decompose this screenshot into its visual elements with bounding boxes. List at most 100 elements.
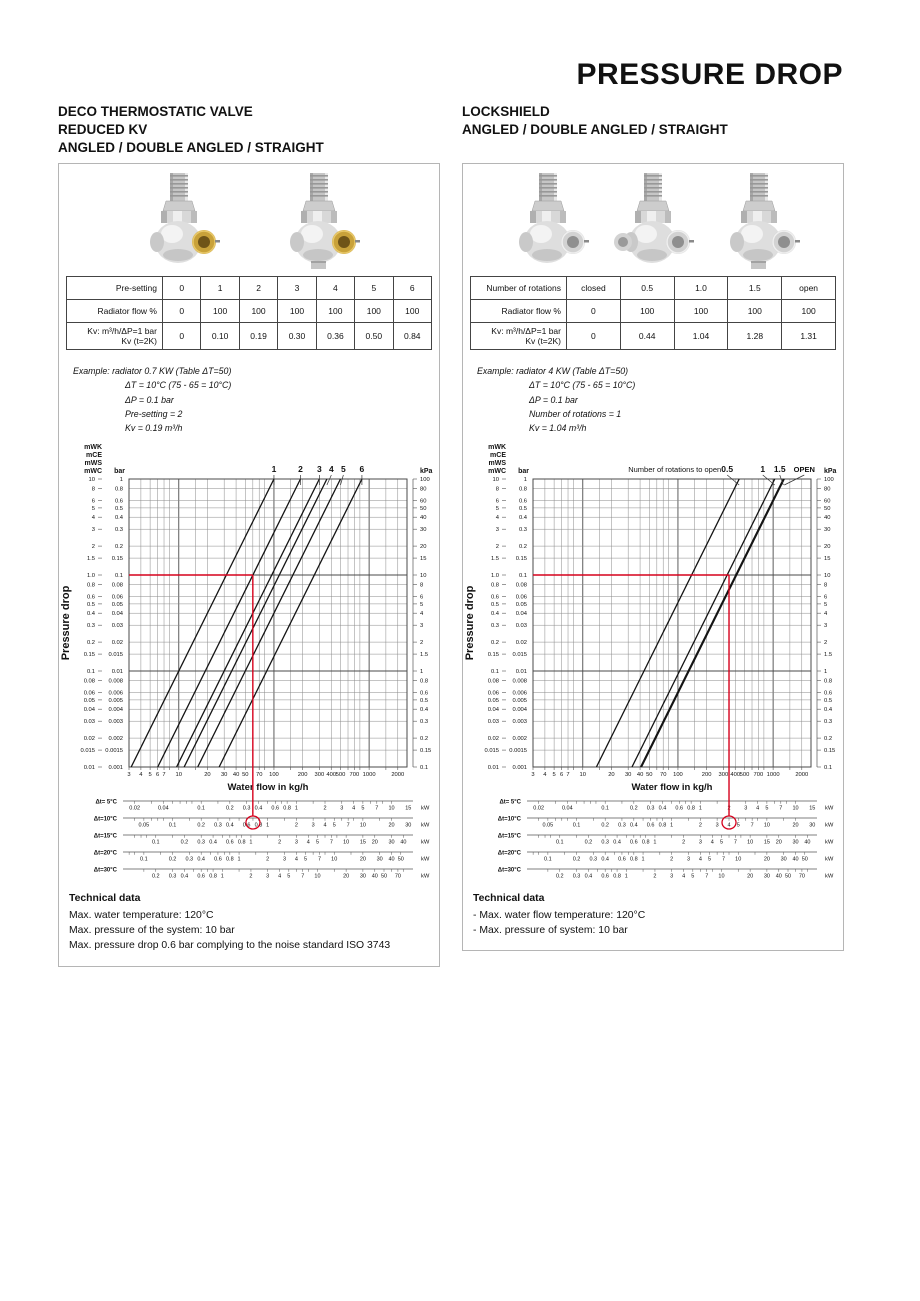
spec-table-cell: 5: [354, 276, 394, 300]
svg-text:1: 1: [524, 477, 527, 483]
svg-text:1.5: 1.5: [824, 652, 832, 658]
spec-table-cell: 1.0: [673, 276, 729, 300]
svg-text:0.1: 0.1: [152, 840, 160, 846]
svg-text:0.6: 0.6: [647, 823, 655, 829]
chart-curves: 0.5 1 1.5 OPEN Number of rotations to open: [595, 464, 815, 768]
svg-text:30: 30: [792, 840, 798, 846]
svg-text:5: 5: [691, 874, 694, 880]
svg-text:40: 40: [824, 515, 830, 521]
svg-text:0.2: 0.2: [519, 544, 527, 550]
svg-text:0.8: 0.8: [642, 840, 650, 846]
svg-text:0.03: 0.03: [112, 623, 123, 629]
svg-text:4: 4: [727, 823, 730, 829]
svg-text:4: 4: [92, 515, 96, 521]
svg-text:4: 4: [307, 840, 310, 846]
svg-text:Pressure drop: Pressure drop: [464, 586, 476, 661]
panel-heading-line: ANGLED / DOUBLE ANGLED / STRAIGHT: [58, 139, 324, 155]
svg-text:400: 400: [730, 772, 740, 778]
example-block: Example: radiator 0.7 KW (Table ΔT=50) ΔT…: [73, 364, 439, 435]
svg-text:0.8: 0.8: [687, 806, 695, 812]
svg-text:4: 4: [139, 772, 143, 778]
svg-text:kW: kW: [825, 823, 834, 829]
svg-text:6: 6: [496, 499, 499, 505]
svg-text:7: 7: [318, 857, 321, 863]
svg-text:0.4: 0.4: [420, 707, 429, 713]
svg-text:0.2: 0.2: [152, 874, 160, 880]
svg-text:kW: kW: [421, 806, 430, 812]
svg-text:0.6: 0.6: [115, 499, 123, 505]
svg-text:4: 4: [682, 874, 685, 880]
svg-text:40: 40: [776, 874, 782, 880]
svg-text:5: 5: [824, 602, 827, 608]
svg-text:0.04: 0.04: [112, 611, 124, 617]
svg-text:5: 5: [737, 823, 740, 829]
svg-text:4: 4: [329, 464, 334, 474]
panel-box: Number of rotations closed 0.5 1.0 1.5 open Ra…: [462, 163, 844, 952]
spec-table: Pre-setting 0 1 2 3 4 5 6 Radiator flow % 0 100 100…: [66, 276, 433, 350]
svg-text:1: 1: [420, 669, 423, 675]
svg-text:10: 10: [343, 840, 349, 846]
svg-text:0.6: 0.6: [491, 595, 499, 601]
spec-table-cell: 0.10: [200, 322, 240, 350]
svg-text:50: 50: [646, 772, 652, 778]
svg-text:50: 50: [785, 874, 791, 880]
spec-table-row: Number of rotations closed 0.5 1.0 1.5 open: [470, 276, 836, 300]
svg-text:70: 70: [799, 874, 805, 880]
svg-text:0.01: 0.01: [488, 765, 499, 771]
svg-text:6: 6: [560, 772, 563, 778]
svg-text:kW: kW: [421, 840, 430, 846]
svg-text:2: 2: [92, 544, 95, 550]
svg-text:10: 10: [580, 772, 586, 778]
svg-text:0.03: 0.03: [84, 719, 95, 725]
svg-text:0.3: 0.3: [824, 719, 832, 725]
svg-text:0.05: 0.05: [488, 698, 499, 704]
svg-text:0.8: 0.8: [630, 857, 638, 863]
svg-text:2: 2: [824, 640, 827, 646]
svg-text:5: 5: [496, 506, 499, 512]
panel-heading-line: DECO THERMOSTATIC VALVE: [58, 104, 253, 119]
svg-text:400: 400: [326, 772, 336, 778]
svg-text:0.5: 0.5: [115, 506, 123, 512]
chart-kpa-axis: kPa10080605040302015108654321.510.80.60.…: [412, 468, 433, 771]
svg-text:6: 6: [156, 772, 159, 778]
svg-text:Pressure drop: Pressure drop: [60, 586, 72, 661]
svg-text:mWK: mWK: [488, 444, 506, 451]
svg-text:0.05: 0.05: [84, 698, 95, 704]
svg-text:80: 80: [824, 487, 830, 493]
svg-text:2: 2: [653, 874, 656, 880]
svg-text:0.3: 0.3: [519, 527, 527, 533]
svg-text:Δt=20°C: Δt=20°C: [94, 851, 118, 857]
svg-text:5: 5: [361, 806, 364, 812]
spec-table-row: Kv: m³/h/ΔP=1 bar Kv (t=2K) 0 0.44 1.04 1.28 1…: [470, 322, 836, 350]
svg-text:0.3: 0.3: [618, 823, 626, 829]
svg-text:3: 3: [312, 823, 315, 829]
svg-text:3: 3: [670, 874, 673, 880]
svg-text:0.008: 0.008: [512, 679, 527, 685]
example-line: ΔT = 10°C (75 - 65 = 10°C): [125, 380, 232, 391]
svg-text:Δt=20°C: Δt=20°C: [498, 851, 522, 857]
svg-text:0.001: 0.001: [108, 765, 123, 771]
svg-text:70: 70: [256, 772, 262, 778]
svg-text:1.5: 1.5: [420, 652, 428, 658]
svg-text:5: 5: [92, 506, 95, 512]
svg-text:0.04: 0.04: [562, 806, 573, 812]
svg-text:0.1: 0.1: [573, 823, 581, 829]
svg-text:Δt=10°C: Δt=10°C: [498, 817, 522, 823]
technical-data-title: Technical data: [69, 893, 141, 905]
svg-text:0.6: 0.6: [226, 840, 234, 846]
panel-heading-line: LOCKSHIELD: [462, 104, 550, 119]
svg-text:0.0015: 0.0015: [509, 748, 527, 754]
spec-table-cell: 0.30: [277, 322, 317, 350]
svg-text:0.4: 0.4: [226, 823, 234, 829]
svg-text:mWC: mWC: [488, 468, 506, 475]
svg-text:bar: bar: [518, 468, 529, 475]
spec-table-cell: 100: [238, 299, 279, 323]
svg-text:kPa: kPa: [420, 468, 433, 475]
spec-table-cell: 0.44: [619, 322, 675, 350]
svg-text:3: 3: [92, 527, 95, 533]
svg-text:0.3: 0.3: [589, 857, 597, 863]
panel-deco-thermostatic-valve: DECO THERMOSTATIC VALVE REDUCED KV ANGLED …: [58, 103, 440, 967]
svg-text:4: 4: [699, 857, 702, 863]
svg-text:30: 30: [360, 874, 366, 880]
